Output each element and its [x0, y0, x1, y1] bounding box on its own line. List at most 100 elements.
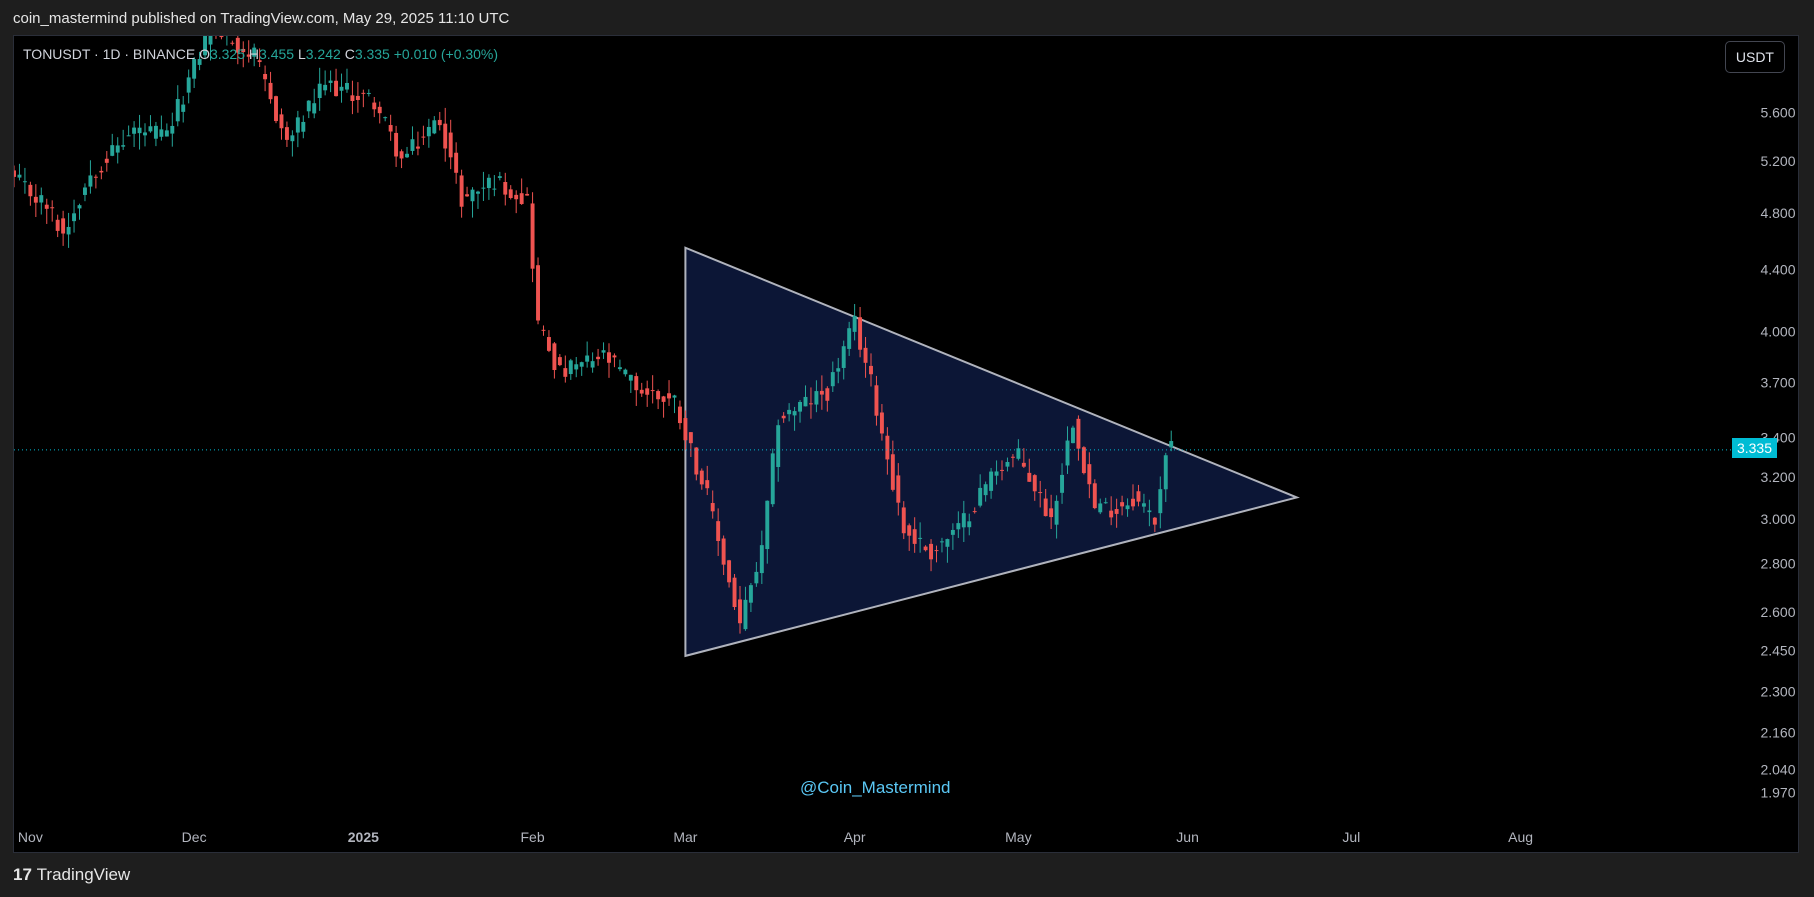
candle-body [781, 415, 786, 419]
low-label: L [297, 46, 306, 62]
candle-body [454, 152, 459, 173]
candle-body [93, 176, 98, 178]
candle-body [312, 103, 317, 114]
candle-body [323, 84, 328, 91]
candle-body [530, 203, 535, 269]
triangle-pattern [684, 246, 1300, 658]
open-value: 3.325 [209, 46, 245, 62]
candle-body [836, 368, 841, 372]
candle-body [82, 187, 87, 195]
candle-body [470, 189, 475, 202]
candle-body [339, 86, 344, 91]
candle-body [175, 99, 180, 122]
chart-panel[interactable]: 5.600 5.200 4.800 4.400 4.000 3.700 3.400 3.200… [13, 35, 1799, 853]
candle-body [1000, 469, 1004, 471]
candle-body [1021, 462, 1026, 467]
candle-body [394, 132, 399, 157]
candle-body [197, 59, 202, 65]
candle-body [1060, 474, 1065, 493]
y-tick-label: 3.200 [1760, 469, 1795, 485]
candle-body [939, 541, 944, 543]
candle-body [295, 117, 300, 133]
candle-body [907, 525, 912, 536]
candle-body [55, 219, 60, 231]
currency-button[interactable]: USDT [1724, 41, 1785, 73]
candle-body [334, 80, 339, 97]
tradingview-logo[interactable]: 17 TradingView [13, 865, 130, 885]
candle-body [1103, 502, 1108, 504]
candle-body [22, 181, 27, 183]
candle-body [366, 92, 371, 94]
candle-body [759, 545, 764, 574]
candle-body [410, 139, 415, 151]
y-tick-label: 1.970 [1760, 784, 1795, 800]
candle-body [448, 132, 453, 158]
candle-body [929, 543, 934, 560]
candle-body [508, 189, 513, 198]
x-tick-label: Jul [1342, 829, 1360, 845]
x-tick-label: Apr [844, 829, 866, 845]
candle-body [301, 121, 306, 132]
candle-body [743, 599, 748, 630]
y-tick-label: 4.800 [1760, 205, 1795, 221]
candle-body [421, 136, 426, 138]
candle-body [257, 60, 262, 63]
candle-body [601, 350, 606, 353]
candle-body [830, 372, 835, 387]
candle-body [918, 537, 923, 539]
candle-body [765, 500, 770, 550]
y-tick-label: 2.040 [1760, 762, 1795, 778]
candle-body [219, 36, 224, 38]
candle-body [776, 425, 781, 468]
candle-body [546, 337, 551, 351]
candle-body [688, 432, 693, 444]
candle-body [1027, 472, 1032, 482]
candle-body [792, 411, 797, 416]
candle-body [585, 355, 590, 362]
candle-body [350, 95, 355, 102]
candle-body [1076, 418, 1081, 449]
candle-body [1131, 498, 1135, 507]
candle-body [525, 193, 530, 196]
price-chart[interactable]: 5.6005.2004.8004.4004.0003.7003.4003.200… [14, 36, 1799, 853]
candle-body [246, 54, 251, 57]
candle-body [405, 153, 409, 158]
candle-body [645, 388, 650, 395]
candle-body [623, 369, 628, 375]
candle-body [863, 347, 868, 363]
candle-body [705, 480, 710, 489]
publish-line: coin_mastermind published on TradingView… [13, 10, 510, 27]
x-tick-label: May [1005, 829, 1031, 845]
candle-body [50, 207, 55, 209]
candle-body [557, 357, 562, 366]
ohlc-legend: TONUSDT · 1D · BINANCE O3.325 H3.455 L3.… [23, 46, 498, 62]
candle-body [732, 577, 737, 608]
candle-body [1152, 517, 1157, 525]
candle-body [858, 317, 863, 350]
candle-body [186, 77, 191, 93]
candle-body [787, 409, 792, 415]
candle-body [683, 418, 688, 441]
candle-body [192, 59, 197, 79]
high-label: H [248, 46, 260, 62]
candle-body [208, 36, 213, 45]
candle-body [437, 119, 442, 126]
candle-body [1065, 440, 1070, 466]
candle-body [950, 529, 955, 535]
tradingview-brand: TradingView [36, 865, 131, 884]
candle-body [1169, 441, 1174, 448]
candle-body [317, 83, 322, 99]
x-tick-label: 2025 [348, 829, 379, 845]
candle-body [290, 135, 295, 142]
candle-body [1109, 510, 1114, 518]
x-tick-label: Mar [673, 829, 697, 845]
candle-body [181, 104, 186, 112]
candle-body [132, 127, 137, 134]
candle-body [710, 503, 715, 512]
candle-body [99, 170, 104, 173]
candle-body [596, 356, 601, 360]
candle-body [661, 396, 666, 402]
y-tick-label: 3.700 [1760, 374, 1795, 390]
candle-body [983, 484, 988, 496]
candle-body [355, 95, 360, 101]
